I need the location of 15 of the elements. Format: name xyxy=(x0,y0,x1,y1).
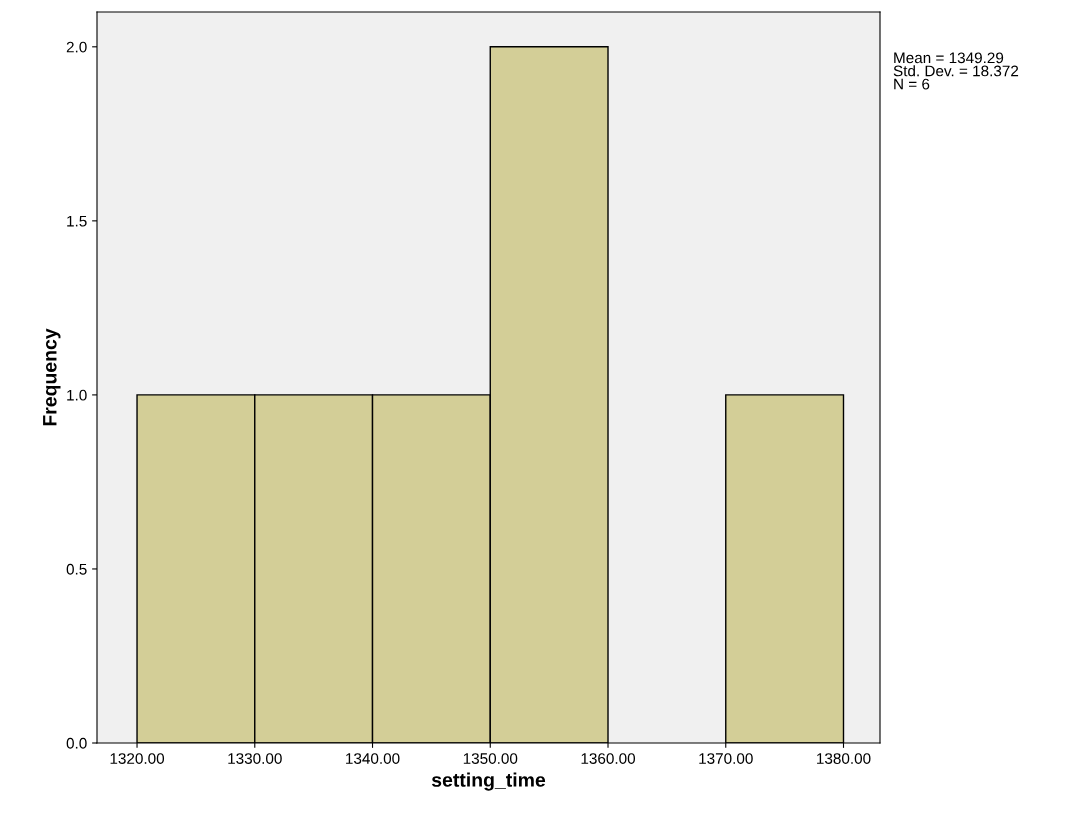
x-tick-label: 1330.00 xyxy=(228,753,282,764)
x-tick-label: 1320.00 xyxy=(110,753,165,764)
x-axis-title: setting_time xyxy=(431,772,546,791)
text: Mean = 1349.29 Std. Dev. = 18.372 N = 6 xyxy=(893,52,1019,90)
x-tick-label: 1350.00 xyxy=(463,753,518,764)
y-tick-label: 0.0 xyxy=(66,737,87,749)
x-tick-label: 1340.00 xyxy=(346,753,400,764)
x-tick-label: 1370.00 xyxy=(699,753,753,764)
x-tick-label: 1360.00 xyxy=(581,753,636,764)
y-tick-label: 1.0 xyxy=(67,389,87,401)
y-axis-title: Frequency xyxy=(43,328,61,426)
y-tick-label: 0.5 xyxy=(66,563,87,575)
y-tick-label: 2.0 xyxy=(66,41,87,53)
y-tick-label: 1.5 xyxy=(67,215,87,227)
x-tick-label: 1380.00 xyxy=(817,753,871,764)
